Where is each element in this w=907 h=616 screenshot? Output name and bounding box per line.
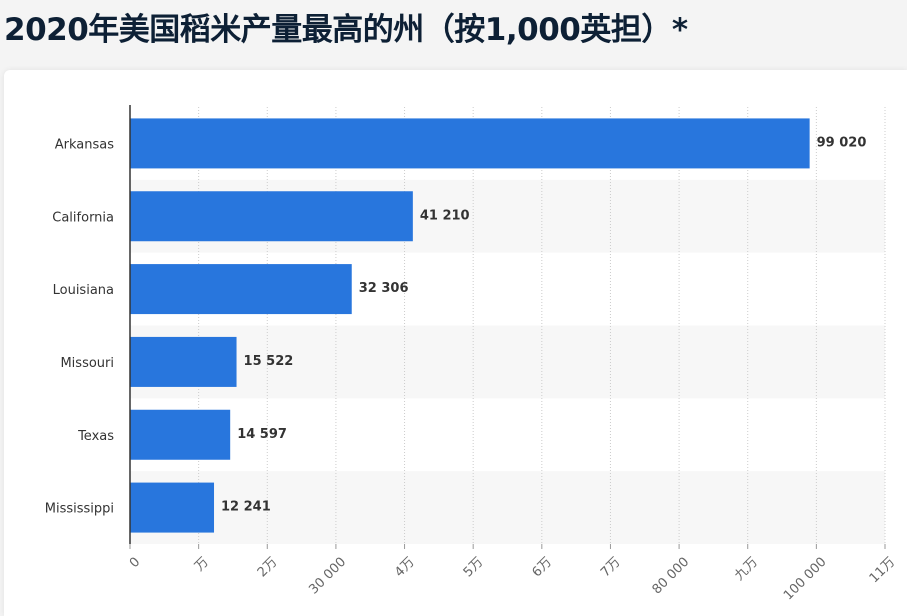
bar (130, 264, 352, 315)
category-label: California (52, 210, 114, 225)
category-label: Arkansas (55, 137, 114, 152)
bar (130, 118, 810, 169)
x-tick-label: 80 000 (650, 555, 693, 598)
bar (130, 191, 413, 242)
x-tick-label: 2万 (255, 555, 281, 581)
x-tick-label: 0 (127, 555, 143, 571)
x-tick-label: 6万 (529, 555, 555, 581)
value-label: 15 522 (244, 354, 294, 369)
value-label: 41 210 (420, 208, 470, 223)
row-band (130, 325, 885, 399)
bar (130, 336, 237, 387)
x-tick-label: 九万 (732, 555, 761, 584)
value-label: 12 241 (221, 500, 271, 515)
bar (130, 482, 215, 533)
bar (130, 409, 231, 460)
page-title: 2020年美国稻米产量最高的州（按1,000英担）* (4, 12, 688, 48)
category-label: Missouri (60, 356, 114, 371)
category-label: Mississippi (45, 502, 114, 517)
category-label: Texas (77, 429, 114, 444)
value-label: 32 306 (359, 281, 409, 296)
category-label: Louisiana (53, 283, 114, 298)
x-tick-label: 30 000 (306, 555, 349, 598)
x-tick-label: 100 000 (781, 555, 830, 604)
x-tick-label: 4万 (392, 555, 418, 581)
x-tick-label: 7万 (598, 555, 624, 581)
bar-chart: 0 万 2万 30 000 4万 5万 6万 7万 80 000 九万 100 000 11万 Arka… (45, 105, 898, 604)
value-label: 99 020 (817, 135, 867, 150)
x-tick-label: 5万 (461, 555, 487, 581)
x-tick-label: 万 (192, 555, 212, 575)
value-label: 14 597 (237, 427, 287, 442)
chart-card: 0 万 2万 30 000 4万 5万 6万 7万 80 000 九万 100 000 11万 Arka… (4, 70, 907, 616)
row-band (130, 471, 885, 544)
x-tick-label: 11万 (867, 555, 898, 586)
